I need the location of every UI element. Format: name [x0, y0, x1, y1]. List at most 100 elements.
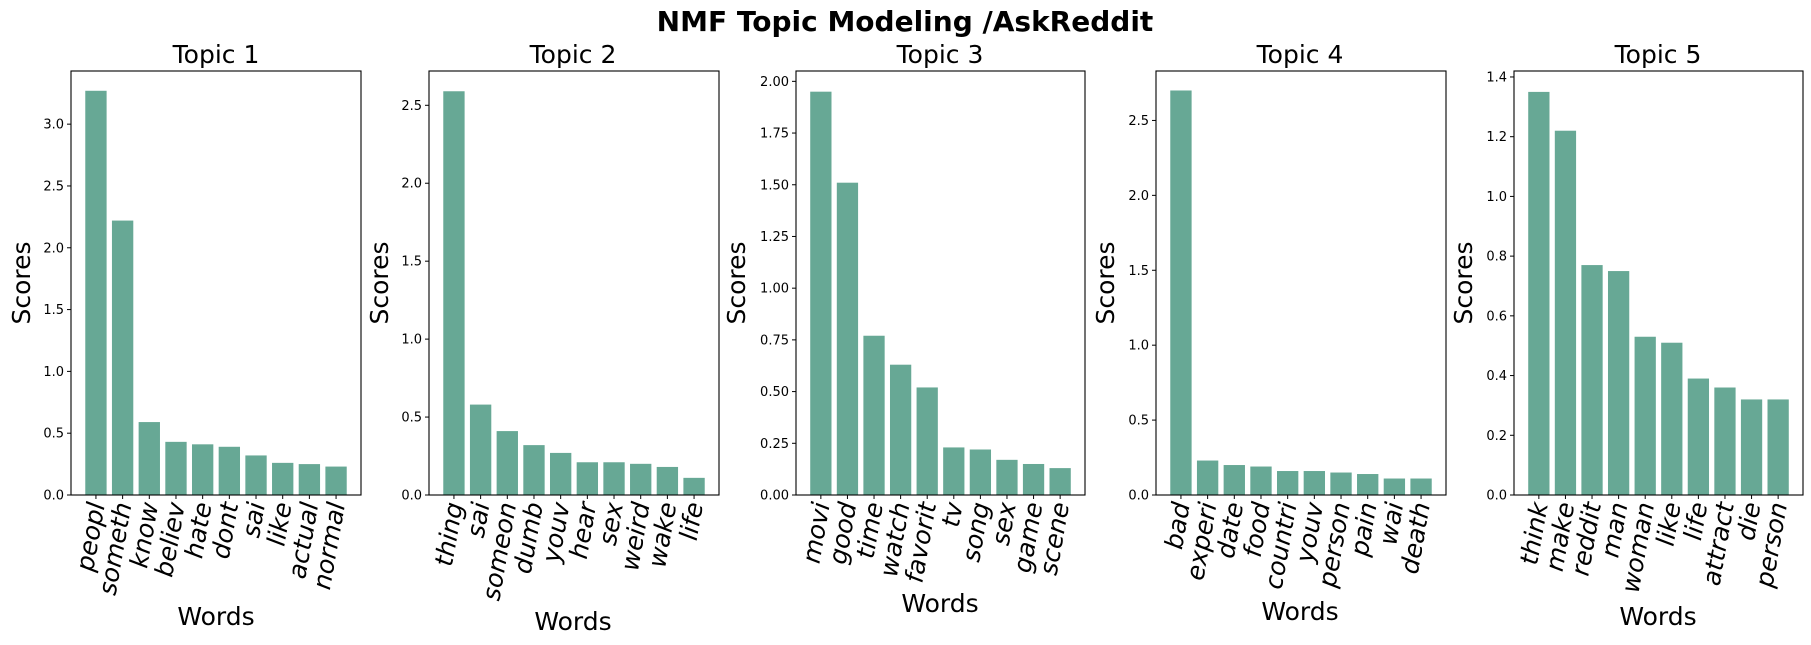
- bar: [1357, 474, 1379, 495]
- bar: [1196, 460, 1219, 495]
- x-tick-label: sai: [236, 500, 271, 540]
- y-axis-label: Scores: [7, 241, 36, 324]
- x-axis-ticks: thingsaisomeondumbyouvhearsexweirdwakeli…: [429, 495, 709, 603]
- bar-group: [85, 90, 347, 495]
- bar: [943, 447, 965, 495]
- bar: [1303, 471, 1326, 495]
- bar: [496, 431, 518, 495]
- bar: [1383, 478, 1406, 495]
- y-tick-label: 2.0: [401, 177, 422, 192]
- y-axis-ticks: 0.0 0.5 1.0 1.5 2.0 2.5: [401, 99, 429, 504]
- subplot-title: Topic 4: [1256, 40, 1344, 69]
- y-tick-label: 0.00: [760, 489, 789, 504]
- y-axis-ticks: 0.00 0.25 0.50 0.75 1.00 1.25 1.50 1.75 2.00: [760, 75, 796, 504]
- bar-group: [1170, 90, 1432, 495]
- bar: [245, 455, 267, 495]
- y-axis-ticks: 0.0 0.2 0.4 0.6 0.8 1.0 1.2 1.4: [1486, 70, 1514, 504]
- x-axis-ticks: peoplsomethknowbelievhatedontsailikeactu…: [70, 495, 351, 597]
- x-axis-label: Words: [901, 589, 978, 618]
- y-tick-label: 1.0: [43, 365, 64, 380]
- subplot-topic-3: Topic 3 0.00 0.25 0.50 0.75 1.00 1.25 1.50 1.75…: [722, 40, 1086, 618]
- y-tick-label: 0.0: [1486, 489, 1507, 504]
- bar: [191, 444, 214, 495]
- x-axis-label: Words: [534, 607, 611, 636]
- bar: [1554, 130, 1577, 495]
- y-tick-label: 1.2: [1486, 130, 1507, 145]
- bar-group: [810, 91, 1071, 496]
- bar: [1049, 468, 1071, 495]
- bar: [85, 90, 107, 495]
- y-tick-label: 0.75: [760, 333, 789, 348]
- y-tick-label: 2.5: [401, 99, 422, 114]
- y-axis-ticks: 0.0 0.5 1.0 1.5 2.0 2.5: [1128, 114, 1156, 504]
- bar: [523, 445, 545, 495]
- bar: [1687, 378, 1710, 495]
- y-axis-label: Scores: [1449, 241, 1478, 324]
- bar: [218, 446, 241, 495]
- subplot-title: Topic 3: [896, 40, 984, 69]
- y-tick-label: 1.5: [401, 255, 422, 270]
- bar: [1634, 336, 1656, 495]
- x-tick-label: life: [674, 500, 709, 543]
- x-axis-label: Words: [177, 602, 254, 631]
- y-tick-label: 1.0: [401, 333, 422, 348]
- x-tick-label: life: [1678, 500, 1713, 543]
- x-axis-ticks: badexperidatefoodcountriyouvpersonpainwa…: [1159, 495, 1436, 591]
- bar: [298, 464, 321, 495]
- y-tick-label: 1.0: [1128, 339, 1149, 354]
- x-axis-label: Words: [1261, 597, 1338, 626]
- plot-frame: [428, 70, 720, 496]
- y-tick-label: 2.0: [1128, 189, 1149, 204]
- bar: [1528, 91, 1550, 496]
- bar: [469, 404, 492, 495]
- bar: [1170, 90, 1192, 495]
- x-axis-ticks: movigoodtimewatchfavorittvsongsexgamesce…: [797, 495, 1075, 585]
- bar: [549, 452, 572, 495]
- y-tick-label: 0.25: [760, 437, 789, 452]
- bar: [656, 466, 679, 495]
- subplot-title: Topic 1: [172, 40, 260, 69]
- y-tick-label: 1.4: [1486, 70, 1507, 85]
- y-tick-label: 0.5: [1128, 414, 1149, 429]
- x-tick-label: die: [1731, 500, 1766, 543]
- y-tick-label: 0.50: [760, 385, 789, 400]
- y-tick-label: 1.5: [43, 303, 64, 318]
- y-tick-label: 2.00: [760, 75, 789, 90]
- plot-frame: [1155, 70, 1447, 496]
- bar: [996, 459, 1018, 495]
- bar: [1276, 471, 1299, 495]
- y-tick-label: 1.0: [1486, 190, 1507, 205]
- plot-frame: [1513, 70, 1804, 496]
- y-axis-label: Scores: [1091, 241, 1120, 324]
- bar: [889, 364, 912, 495]
- y-tick-label: 2.5: [43, 179, 64, 194]
- bar: [683, 477, 705, 495]
- y-tick-label: 0.8: [1486, 250, 1507, 265]
- bar: [1410, 478, 1432, 495]
- y-tick-label: 1.50: [760, 178, 789, 193]
- bar: [916, 387, 938, 495]
- bar: [1223, 465, 1245, 495]
- bar: [1607, 271, 1630, 495]
- bar: [443, 91, 465, 495]
- y-tick-label: 2.0: [43, 241, 64, 256]
- y-axis-label: Scores: [365, 241, 394, 324]
- subplot-topic-4: Topic 4 0.0 0.5 1.0 1.5 2.0 2.5 badexperidate…: [1091, 40, 1447, 626]
- bar: [969, 449, 992, 495]
- bar: [1581, 265, 1603, 495]
- y-tick-label: 1.25: [760, 230, 789, 245]
- y-tick-label: 0.2: [1486, 429, 1507, 444]
- y-tick-label: 0.5: [401, 411, 422, 426]
- bar: [138, 422, 160, 495]
- bar: [1767, 399, 1789, 495]
- bar: [630, 463, 652, 495]
- y-tick-label: 0.6: [1486, 309, 1507, 324]
- y-tick-label: 0.0: [43, 489, 64, 504]
- bar: [836, 182, 859, 495]
- plot-frame: [70, 70, 362, 496]
- bar: [1661, 342, 1683, 495]
- y-tick-label: 0.0: [1128, 489, 1149, 504]
- y-axis-label: Scores: [722, 241, 751, 324]
- bar: [1740, 399, 1763, 495]
